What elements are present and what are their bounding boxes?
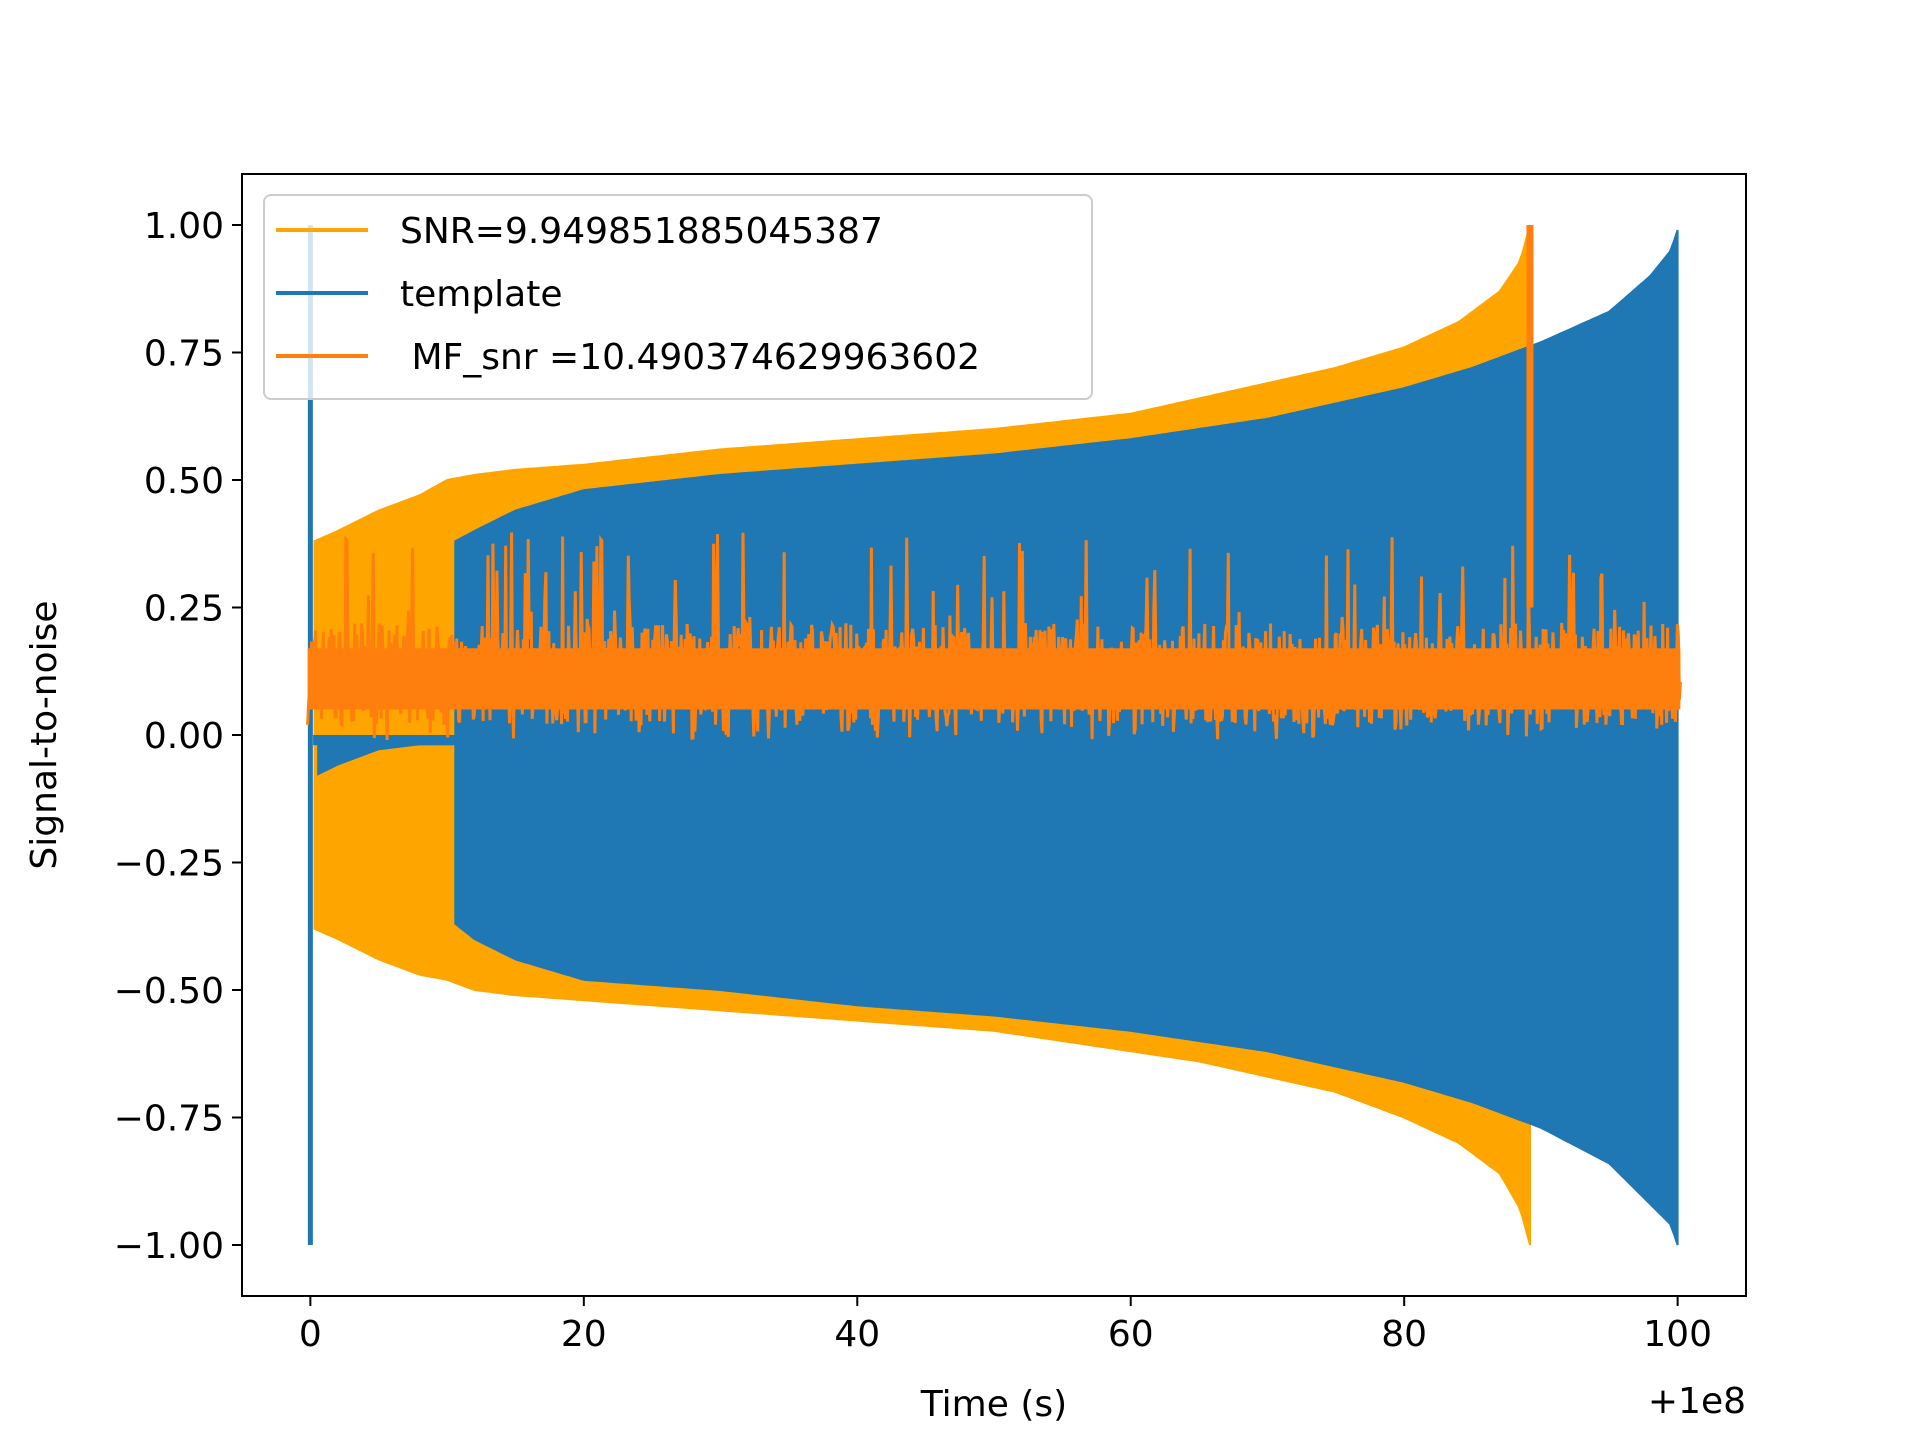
plot-area: [306, 224, 1682, 1246]
y-axis-label: Signal-to-noise: [24, 600, 65, 869]
y-tick-label: 0.25: [144, 589, 224, 630]
y-axis-ticks: 1.00 0.75 0.50 0.25 0.00 −0.25 −0.50 −0.75 −1.00: [114, 206, 242, 1267]
series-template-fill: [454, 229, 1679, 1246]
y-tick-label: −0.50: [114, 971, 224, 1012]
series-mf-snr-core: [307, 648, 1681, 710]
y-tick-label: −0.75: [114, 1099, 224, 1140]
y-tick-label: −0.25: [114, 844, 224, 885]
legend-label-template: template: [400, 274, 563, 315]
x-axis-label: Time (s): [920, 1384, 1067, 1425]
series-template-inner: [317, 735, 456, 776]
series-mf-snr: [306, 225, 1682, 741]
y-tick-label: 0.50: [144, 461, 224, 502]
x-tick-label: 80: [1381, 1314, 1427, 1355]
x-tick-label: 20: [561, 1314, 607, 1355]
x-tick-label: 40: [834, 1314, 880, 1355]
x-tick-label: 0: [299, 1314, 322, 1355]
y-tick-label: −1.00: [114, 1226, 224, 1267]
y-tick-label: 0.75: [144, 334, 224, 375]
legend-box: [263, 194, 1093, 400]
x-tick-label: 60: [1108, 1314, 1154, 1355]
legend-label-mf-snr: MF_snr =10.490374629963602: [400, 337, 980, 378]
x-offset-label: +1e8: [1648, 1381, 1746, 1422]
x-tick-label: 100: [1643, 1314, 1712, 1355]
y-tick-label: 1.00: [144, 206, 224, 247]
x-axis-ticks: 0 20 40 60 80 100: [299, 1296, 1712, 1355]
y-tick-label: 0.00: [144, 716, 224, 757]
legend: SNR=9.949851885045387 template MF_snr =1…: [263, 194, 1093, 400]
legend-label-snr: SNR=9.949851885045387: [400, 211, 883, 252]
